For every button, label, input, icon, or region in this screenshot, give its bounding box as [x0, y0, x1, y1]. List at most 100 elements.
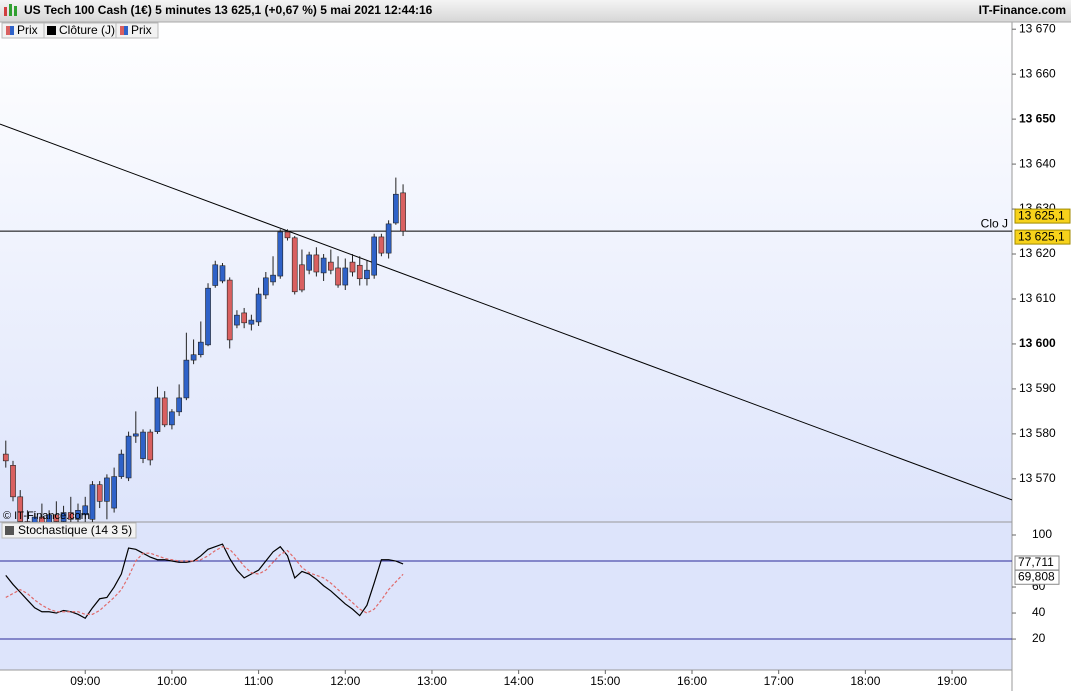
price-label-box: [1014, 208, 1071, 224]
candle-body: [248, 319, 255, 325]
candle-body: [356, 264, 363, 280]
candle-body: [31, 516, 38, 522]
x-tick-label: 10:00: [157, 674, 187, 688]
candle-body: [255, 293, 262, 323]
candle-body: [39, 516, 45, 522]
candle-body: [104, 477, 110, 502]
candle-body: [241, 312, 247, 324]
candle-body: [320, 257, 327, 274]
candle-body: [10, 465, 16, 498]
y-tick-label: 13 640: [1019, 156, 1056, 170]
legend-label: Prix: [17, 23, 38, 37]
candle-body: [197, 341, 204, 356]
stoch-line: [5, 543, 404, 620]
candle-body: [277, 231, 284, 277]
legend-icon: [10, 26, 14, 35]
candle-body: [205, 287, 211, 346]
x-tick-label: 15:00: [590, 674, 620, 688]
stoch-value-label: 69,808: [1018, 569, 1055, 583]
candle-body: [349, 261, 356, 273]
candle-body: [161, 397, 168, 426]
candle-body: [183, 359, 190, 399]
x-tick-label: 17:00: [764, 674, 794, 688]
candle-body: [385, 223, 392, 254]
candle-body: [226, 279, 233, 341]
stoch-marks: [0, 543, 1012, 640]
candle-body: [262, 277, 269, 296]
candle-body: [371, 236, 378, 276]
price-panel: [0, 22, 1012, 522]
header-brand[interactable]: IT-Finance.com: [979, 3, 1066, 17]
candle-body: [335, 267, 341, 286]
candle-body: [234, 314, 240, 326]
stoch-value-box: [1014, 569, 1060, 585]
axes: 13 570 13 580 13 590 13 600 13 610 13 620 13 6…: [70, 21, 1071, 688]
y-tick-label: 13 670: [1019, 21, 1056, 35]
watermark: © IT-Finance.com: [3, 510, 90, 522]
candle-body: [364, 269, 370, 280]
y-tick-label: 13 650: [1019, 111, 1056, 125]
legend-label: Prix: [131, 23, 152, 37]
candle-body: [17, 496, 24, 522]
candle-body: [342, 267, 349, 286]
candle-body: [60, 512, 67, 522]
y-tick-label: 20: [1032, 631, 1046, 645]
legend-icon: [124, 26, 128, 35]
candle-body: [89, 484, 96, 520]
candle-body: [118, 453, 125, 477]
y-tick-label: 13 660: [1019, 66, 1056, 80]
candle-body: [75, 510, 81, 520]
stoch-title-box: [1, 522, 137, 539]
legend: Prix Clôture (J) Prix: [1, 22, 159, 39]
candle-body: [169, 411, 175, 426]
candle-body: [400, 192, 406, 232]
price-label: 13 625,1: [1018, 229, 1065, 243]
candle-body: [328, 261, 334, 271]
candle-body: [125, 435, 132, 479]
candle-body: [46, 514, 52, 522]
candle-body: [284, 231, 291, 239]
price-label-box: [1014, 229, 1071, 245]
y-tick-label: 13 580: [1019, 426, 1056, 440]
stoch-title: Stochastique (14 3 5): [18, 523, 132, 537]
candle-body: [299, 264, 305, 291]
candle-body: [306, 254, 312, 271]
candle-body: [393, 193, 399, 224]
legend-icon: [47, 26, 56, 35]
candle-body: [176, 397, 182, 413]
candle-body: [82, 505, 89, 516]
candle-body: [154, 397, 161, 432]
y-tick-label: 13 620: [1019, 246, 1056, 260]
price-label: 13 625,1: [1018, 208, 1065, 222]
trendline: [0, 123, 1012, 501]
candle-body: [67, 512, 74, 520]
x-tick-label: 09:00: [70, 674, 100, 688]
candle-body: [212, 264, 219, 286]
candle-body: [378, 236, 385, 254]
header-icon: [4, 4, 17, 16]
x-tick-label: 18:00: [850, 674, 880, 688]
header-title: US Tech 100 Cash (1€) 5 minutes 13 625,1…: [24, 3, 433, 17]
y-tick-label: 13 600: [1019, 336, 1056, 350]
x-tick-label: 12:00: [330, 674, 360, 688]
stoch-icon: [5, 526, 14, 535]
x-tick-label: 11:00: [244, 674, 273, 688]
candle-body: [132, 433, 139, 437]
candle-body: [270, 274, 276, 283]
candle-body: [2, 453, 9, 462]
stoch-value-label: 77,711: [1018, 555, 1054, 569]
y-tick-label: 100: [1032, 527, 1052, 541]
x-tick-label: 14:00: [504, 674, 534, 688]
y-tick-label: 13 610: [1019, 291, 1056, 305]
candle-body: [53, 514, 60, 522]
stoch-panel: [0, 522, 1012, 670]
x-axis-area: [0, 670, 1012, 691]
candle-body: [291, 237, 298, 293]
candle-body: [219, 265, 226, 282]
candle-body: [147, 431, 154, 461]
price-marks: [0, 123, 1012, 522]
legend-label: Clôture (J): [59, 23, 115, 37]
header-bar: [0, 0, 1071, 22]
x-tick-label: 13:00: [417, 674, 447, 688]
